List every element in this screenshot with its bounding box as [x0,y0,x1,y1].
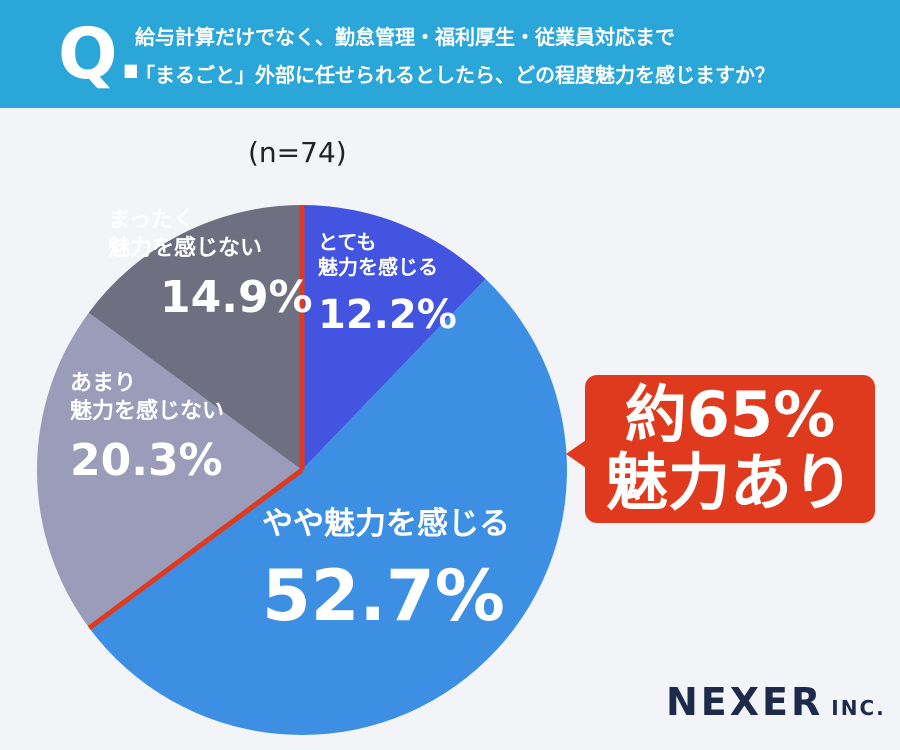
callout-pointer [566,440,586,468]
slice-label: あまり 魅力を感じない [70,371,225,424]
slice-label: まったく 魅力を感じない [108,208,263,261]
slice-label: とても 魅力を感じる [318,230,438,279]
logo-text: NEXER [666,680,824,724]
pie-slice [37,312,303,628]
question-mark: Q. [58,13,145,95]
chart-title: 給与計算だけでなく、勤怠管理・福利厚生・従業員対応まで 「まるごと」外部に任せら… [135,25,775,87]
pie-slice [88,205,302,470]
value-label: 14.9% [160,272,313,323]
header: Q. 給与計算だけでなく、勤怠管理・福利厚生・従業員対応まで 「まるごと」外部に… [0,0,900,108]
logo: NEXER INC. [666,680,886,724]
value-label: 12.2% [318,292,457,338]
callout: 約65% 魅力あり [585,375,875,523]
divider-line [87,467,304,630]
logo-suffix: INC. [831,696,886,720]
sample-size: (n=74) [248,136,347,169]
slice-label: やや魅力を感じる [262,506,510,542]
value-label: 52.7% [262,555,505,637]
value-label: 20.3% [70,435,223,486]
pie-slice [302,205,486,470]
pie-slice [89,278,567,735]
